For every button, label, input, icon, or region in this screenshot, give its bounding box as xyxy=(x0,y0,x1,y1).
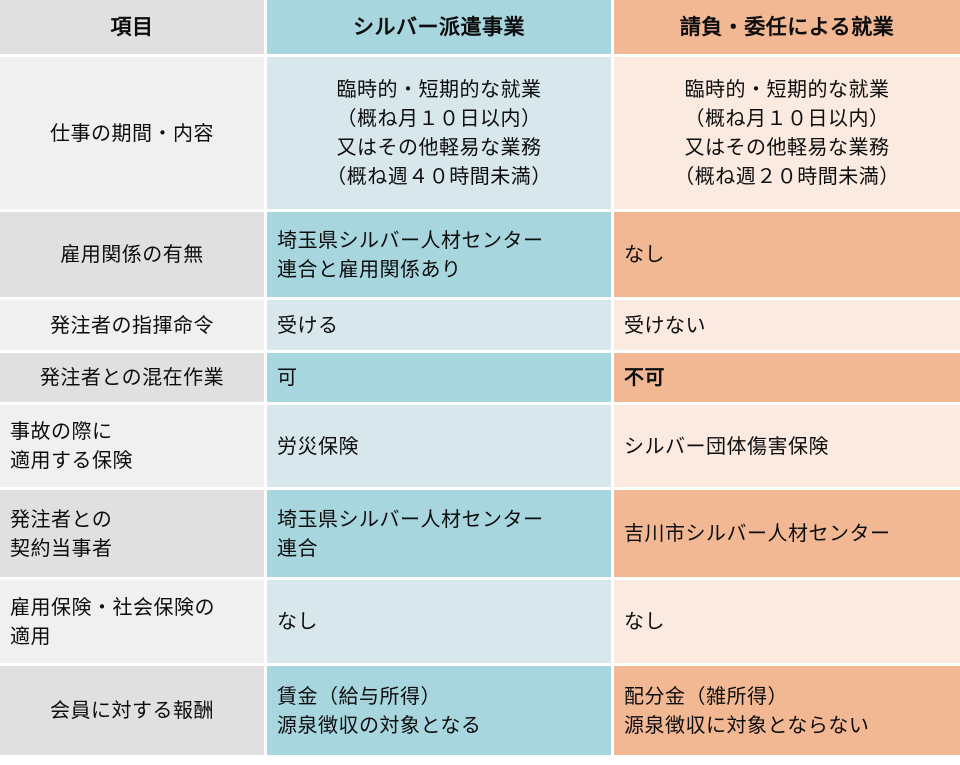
table-row: 発注者との混在作業 可 不可 xyxy=(0,353,960,405)
cell-text: 発注者の指揮命令 xyxy=(50,312,214,337)
cell-text: シルバー団体傷害保険 xyxy=(624,433,829,458)
row-uke-value: 吉川市シルバー人材センター xyxy=(614,490,960,577)
header-cell-uke: 請負・委任による就業 xyxy=(614,0,960,54)
cell-text: なし xyxy=(624,609,665,633)
cell-text: 又はその他軽易な業務 xyxy=(684,135,890,159)
cell-text: 不可 xyxy=(624,365,665,389)
cell-text: 埼玉県シルバー人材センター xyxy=(277,506,544,531)
cell-text: 臨時的・短期的な就業 xyxy=(684,77,890,101)
row-uke-value: シルバー団体傷害保険 xyxy=(614,405,960,487)
header-label-uke: 請負・委任による就業 xyxy=(679,14,895,39)
cell-text: 発注者との xyxy=(10,506,113,531)
row-silver-value: 臨時的・短期的な就業 （概ね月１０日以内） 又はその他軽易な業務 （概ね週４０時… xyxy=(267,57,614,209)
row-uke-value: 配分金（雑所得） 源泉徴収に対象とならない xyxy=(614,666,960,755)
table-header-row: 項目 シルバー派遣事業 請負・委任による就業 xyxy=(0,0,960,57)
row-silver-value: 埼玉県シルバー人材センター 連合と雇用関係あり xyxy=(267,212,614,297)
cell-text: 連合 xyxy=(277,535,318,560)
cell-text: 可 xyxy=(277,365,298,389)
cell-text: 労災保険 xyxy=(277,433,359,458)
row-silver-value: 受ける xyxy=(267,300,614,350)
cell-text: 仕事の期間・内容 xyxy=(50,120,214,145)
cell-text: 吉川市シルバー人材センター xyxy=(624,521,891,545)
row-item-label: 仕事の期間・内容 xyxy=(0,57,267,209)
cell-text: 源泉徴収の対象となる xyxy=(277,712,482,737)
row-item-label: 発注者との混在作業 xyxy=(0,353,267,402)
header-cell-silver: シルバー派遣事業 xyxy=(267,0,614,54)
table-row: 会員に対する報酬 賃金（給与所得） 源泉徴収の対象となる 配分金（雑所得） 源泉… xyxy=(0,666,960,755)
row-item-label: 雇用関係の有無 xyxy=(0,212,267,297)
cell-text: （概ね月１０日以内） xyxy=(684,106,890,130)
cell-text: 雇用関係の有無 xyxy=(60,242,204,266)
header-cell-item: 項目 xyxy=(0,0,267,54)
cell-text: 配分金（雑所得） xyxy=(624,683,788,708)
table-row: 仕事の期間・内容 臨時的・短期的な就業 （概ね月１０日以内） 又はその他軽易な業… xyxy=(0,57,960,212)
row-item-label: 会員に対する報酬 xyxy=(0,666,267,755)
table-row: 発注者の指揮命令 受ける 受けない xyxy=(0,300,960,353)
cell-text: 賃金（給与所得） xyxy=(277,683,441,708)
row-uke-value: 受けない xyxy=(614,300,960,350)
row-silver-value: 労災保険 xyxy=(267,405,614,487)
cell-text: 連合と雇用関係あり xyxy=(277,256,462,281)
row-silver-value: 埼玉県シルバー人材センター 連合 xyxy=(267,490,614,577)
cell-text: 源泉徴収に対象とならない xyxy=(624,712,870,737)
cell-text: なし xyxy=(277,609,318,633)
cell-text: 雇用保険・社会保険の xyxy=(10,594,215,619)
cell-text: 埼玉県シルバー人材センター xyxy=(277,227,544,252)
cell-text: 事故の際に xyxy=(10,419,113,443)
cell-text: 適用する保険 xyxy=(10,448,133,472)
row-item-label: 発注者との 契約当事者 xyxy=(0,490,267,577)
row-uke-value: なし xyxy=(614,212,960,297)
row-silver-value: なし xyxy=(267,580,614,663)
row-uke-value: なし xyxy=(614,580,960,663)
cell-text: 適用 xyxy=(10,623,51,648)
table-row: 雇用保険・社会保険の 適用 なし なし xyxy=(0,580,960,666)
row-item-label: 雇用保険・社会保険の 適用 xyxy=(0,580,267,663)
table-row: 事故の際に 適用する保険 労災保険 シルバー団体傷害保険 xyxy=(0,405,960,490)
table-row: 雇用関係の有無 埼玉県シルバー人材センター 連合と雇用関係あり なし xyxy=(0,212,960,300)
row-item-label: 事故の際に 適用する保険 xyxy=(0,405,267,487)
row-item-label: 発注者の指揮命令 xyxy=(0,300,267,350)
cell-text: 臨時的・短期的な就業 xyxy=(336,77,542,101)
cell-text: （概ね週２０時間未満） xyxy=(674,164,900,188)
cell-text: 契約当事者 xyxy=(10,535,113,560)
cell-text: なし xyxy=(624,242,665,266)
row-uke-value: 臨時的・短期的な就業 （概ね月１０日以内） 又はその他軽易な業務 （概ね週２０時… xyxy=(614,57,960,209)
header-label-item: 項目 xyxy=(110,14,154,39)
cell-text: 発注者との混在作業 xyxy=(39,365,225,389)
cell-text: 受けない xyxy=(624,312,706,337)
header-label-silver: シルバー派遣事業 xyxy=(353,14,525,39)
table-row: 発注者との 契約当事者 埼玉県シルバー人材センター 連合 吉川市シルバー人材セン… xyxy=(0,490,960,580)
row-uke-value: 不可 xyxy=(614,353,960,402)
cell-text: （概ね週４０時間未満） xyxy=(326,164,552,188)
cell-text: 受ける xyxy=(277,312,339,337)
row-silver-value: 可 xyxy=(267,353,614,402)
cell-text: （概ね月１０日以内） xyxy=(336,106,542,130)
cell-text: 会員に対する報酬 xyxy=(50,698,214,722)
cell-text: 又はその他軽易な業務 xyxy=(336,135,542,159)
row-silver-value: 賃金（給与所得） 源泉徴収の対象となる xyxy=(267,666,614,755)
